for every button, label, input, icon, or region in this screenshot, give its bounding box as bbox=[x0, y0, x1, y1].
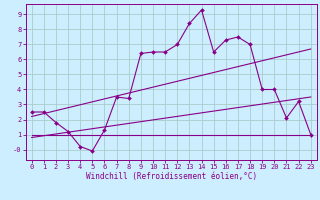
X-axis label: Windchill (Refroidissement éolien,°C): Windchill (Refroidissement éolien,°C) bbox=[86, 172, 257, 181]
